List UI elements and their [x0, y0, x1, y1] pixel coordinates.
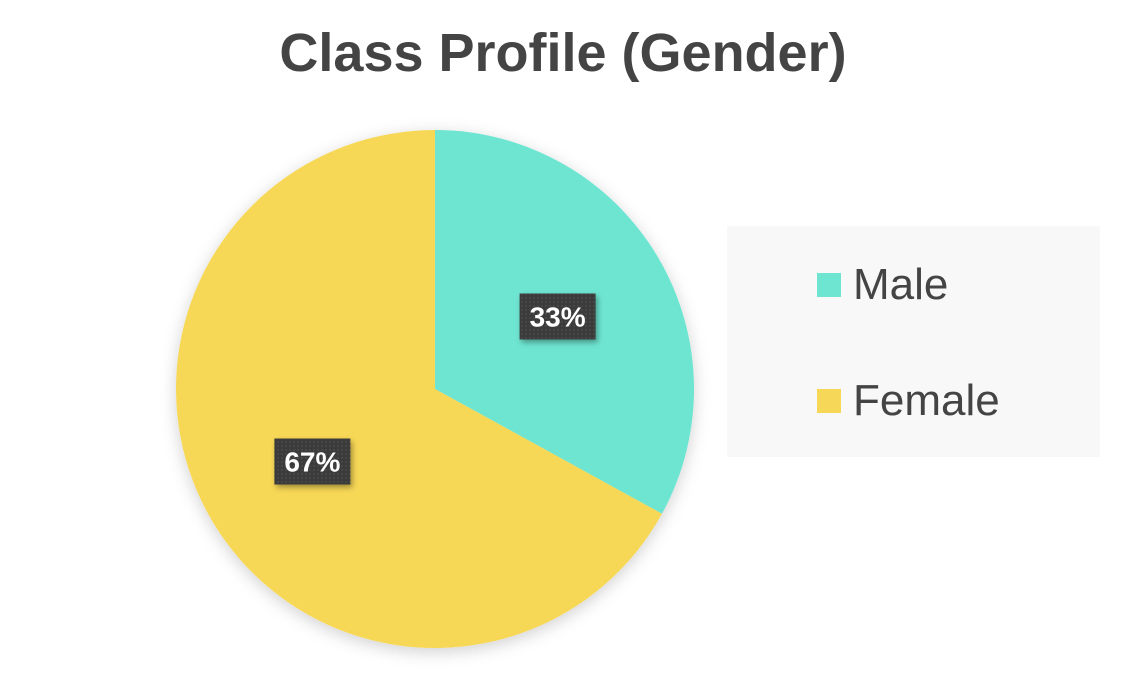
data-label-box-female	[274, 438, 351, 485]
legend-swatch-female	[817, 389, 841, 413]
legend-swatch-male	[817, 273, 841, 297]
data-label-male: 33%	[519, 293, 596, 340]
pie-slices	[176, 130, 695, 648]
data-label-text-male: 33%	[530, 301, 586, 332]
chart-title: Class Profile (Gender)	[279, 23, 847, 83]
legend-item-female: Female	[817, 379, 1000, 423]
pie-data-labels: 33% 67%	[274, 293, 596, 485]
legend: Male Female	[727, 226, 1100, 457]
pie-slice-female	[176, 130, 662, 648]
legend-label-female: Female	[853, 376, 1000, 425]
data-label-text-female: 67%	[284, 447, 340, 478]
legend-label-male: Male	[853, 260, 949, 309]
data-label-box-male	[519, 293, 596, 340]
legend-item-male: Male	[817, 263, 948, 307]
data-label-female: 67%	[274, 438, 351, 485]
